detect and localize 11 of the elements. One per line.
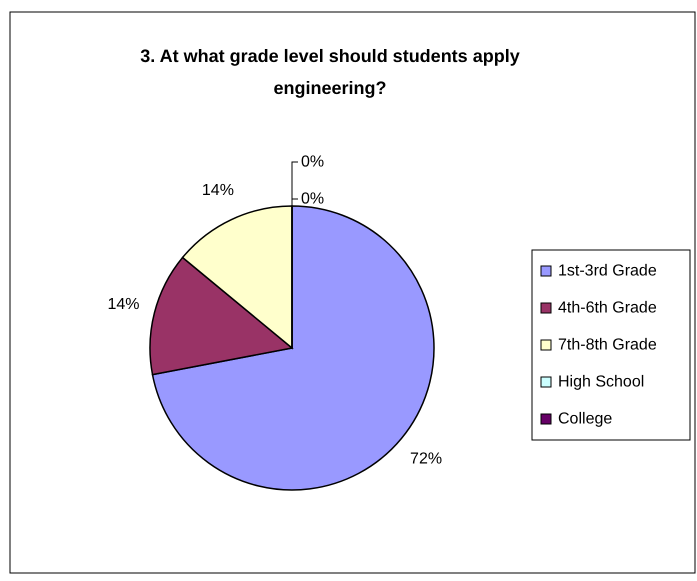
legend-label: 1st-3rd Grade (558, 262, 657, 280)
data-label: 14% (202, 182, 234, 200)
text: 0% (301, 190, 324, 208)
legend-label: 4th-6th Grade (558, 300, 657, 316)
chart-title: 3. At what grade level should students apply engineering? (140, 46, 520, 98)
legend-label: 7th-8th Grade (558, 336, 657, 354)
data-label: 14% (107, 296, 140, 314)
legend-label: High School (558, 374, 644, 390)
legend-label: College (558, 410, 612, 428)
text: 0% (301, 154, 324, 170)
data-label: 72% (410, 450, 442, 468)
